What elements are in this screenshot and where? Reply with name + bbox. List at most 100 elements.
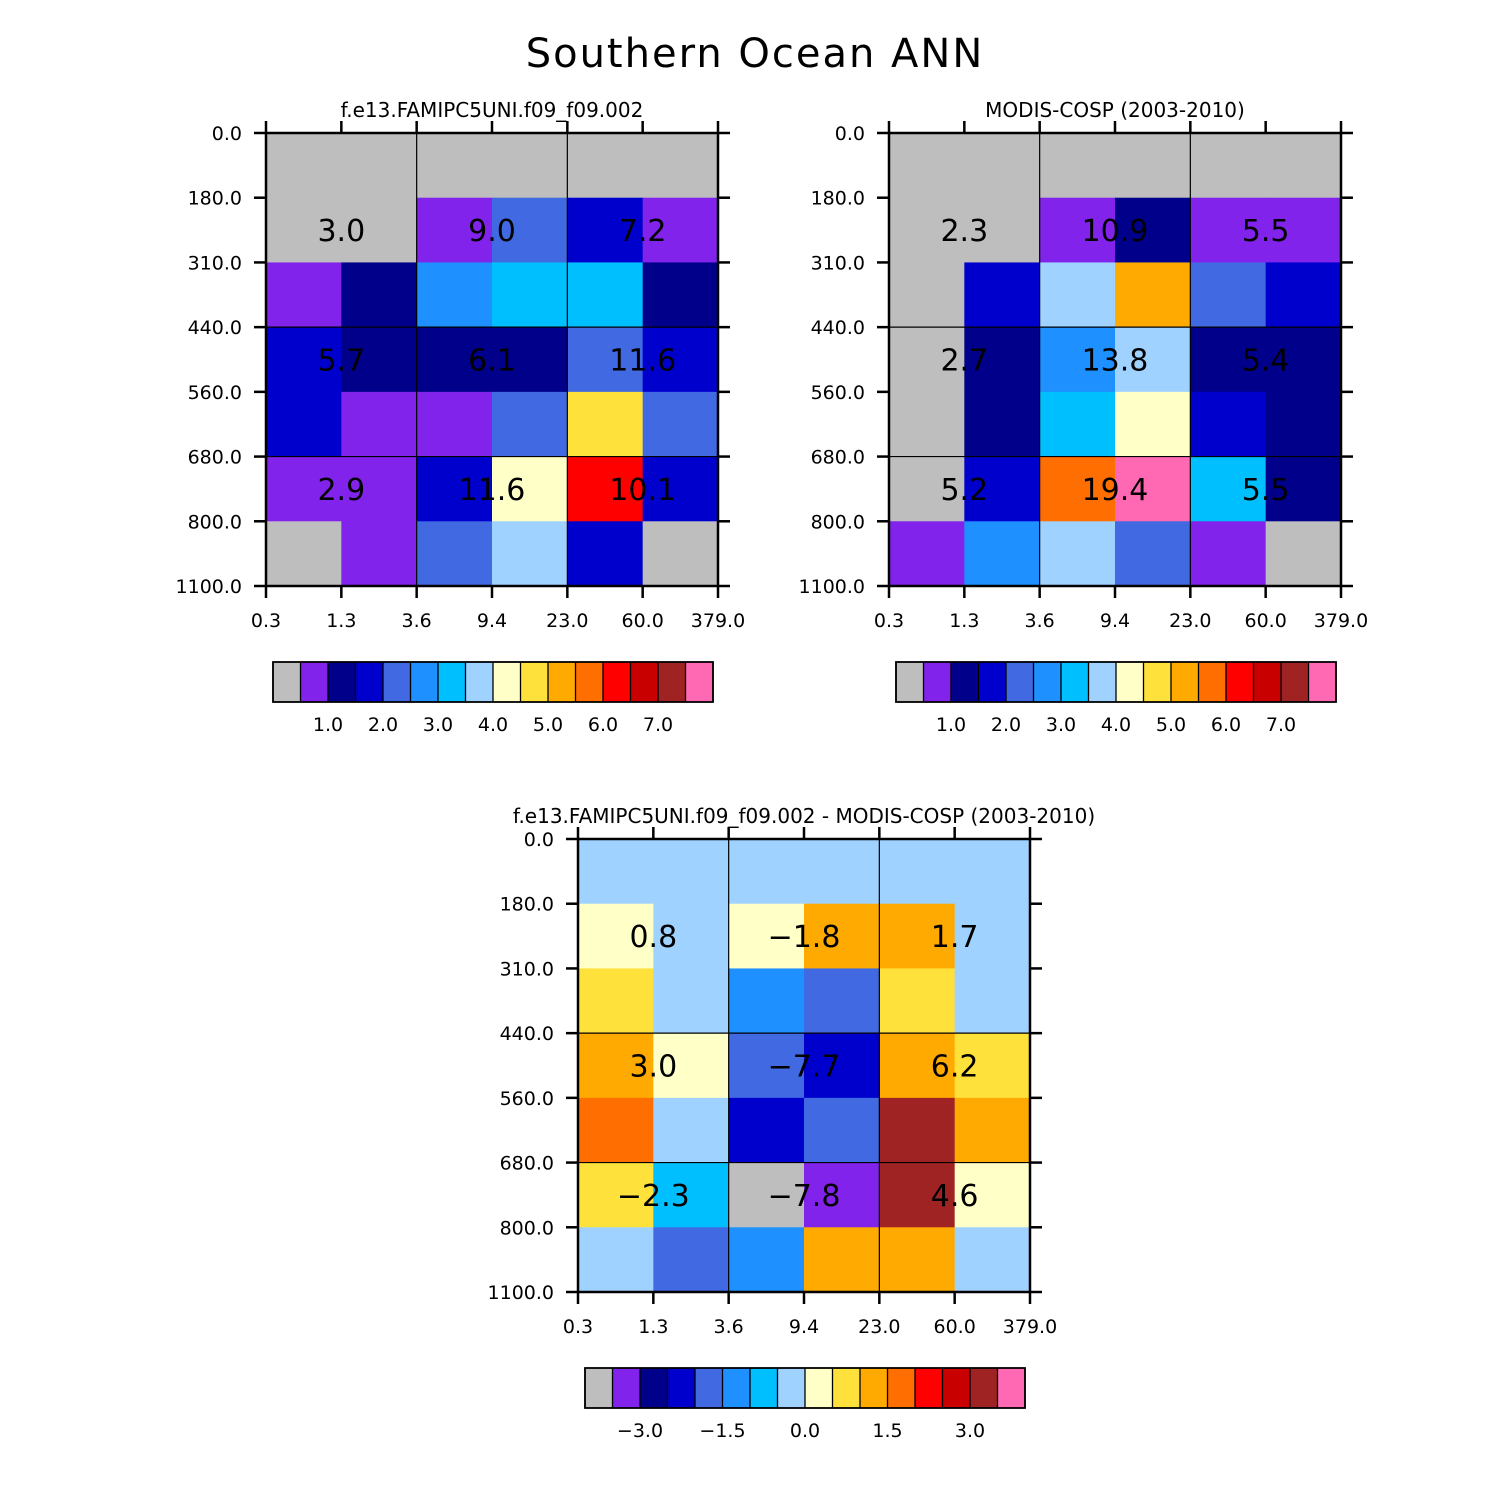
colorbar-swatch xyxy=(896,662,924,702)
colorbar-swatch xyxy=(603,662,631,702)
colorbar-swatch xyxy=(915,1368,943,1408)
y-tick-label: 560.0 xyxy=(811,382,865,404)
group-summary-value: 7.2 xyxy=(619,214,667,249)
heatmap-cell xyxy=(653,839,730,905)
heatmap-cell xyxy=(642,262,719,328)
x-tick-label: 60.0 xyxy=(934,1316,976,1338)
colorbar-swatch xyxy=(585,1368,613,1408)
heatmap-cell xyxy=(492,391,568,458)
heatmap-cell xyxy=(341,391,418,458)
heatmap-cell xyxy=(1265,327,1342,393)
y-tick-label: 310.0 xyxy=(811,252,865,274)
heatmap-cell xyxy=(578,903,654,970)
heatmap-cell xyxy=(804,1033,880,1099)
colorbar-swatch xyxy=(493,662,521,702)
heatmap-cell xyxy=(653,903,730,970)
heatmap-cell xyxy=(492,262,568,328)
y-tick-label: 1100.0 xyxy=(488,1282,554,1304)
heatmap-cell xyxy=(964,456,1041,522)
colorbar-swatch xyxy=(1198,662,1227,702)
y-tick-label: 180.0 xyxy=(811,188,865,210)
heatmap-cell xyxy=(266,391,342,458)
heatmap-cell xyxy=(964,391,1041,458)
heatmap-cell xyxy=(416,456,493,522)
x-tick-label: 3.6 xyxy=(1025,610,1055,632)
heatmap-cell xyxy=(879,1162,956,1228)
colorbar-swatch xyxy=(695,1368,723,1408)
colorbar-swatch xyxy=(438,662,466,702)
colorbar-swatch xyxy=(777,1368,806,1408)
heatmap-cell xyxy=(266,197,342,264)
group-summary-value: 10.9 xyxy=(1082,214,1149,249)
group-summary-value: 6.1 xyxy=(468,344,516,379)
y-tick-label: 180.0 xyxy=(188,188,242,210)
heatmap-cell xyxy=(567,262,644,328)
heatmap-cell xyxy=(567,391,644,458)
y-tick-label: 800.0 xyxy=(188,511,242,533)
colorbar-swatch xyxy=(640,1368,668,1408)
colorbar-swatch xyxy=(548,662,576,702)
heatmap-cell xyxy=(1039,521,1116,587)
heatmap-cell xyxy=(889,197,965,264)
colorbar-swatch xyxy=(1171,662,1199,702)
heatmap-cell xyxy=(954,968,1031,1034)
colorbar-swatch xyxy=(658,662,686,702)
colorbar-swatch xyxy=(997,1368,1026,1408)
y-tick-label: 0.0 xyxy=(212,123,242,145)
group-summary-value: 4.6 xyxy=(931,1179,979,1214)
heatmap-cell xyxy=(642,327,719,393)
heatmap-cell xyxy=(266,327,342,393)
heatmap-cell xyxy=(578,1162,654,1228)
x-tick-label: 9.4 xyxy=(477,610,507,632)
heatmap-cell xyxy=(416,391,493,458)
colorbar-label: 7.0 xyxy=(643,714,673,736)
heatmap-cell xyxy=(1039,456,1116,522)
colorbar-label: 1.0 xyxy=(313,714,343,736)
heatmap-cell xyxy=(1265,391,1342,458)
heatmap-cell xyxy=(578,1033,654,1099)
heatmap-cell xyxy=(804,839,880,905)
colorbar-swatch xyxy=(383,662,411,702)
colorbar-label: 2.0 xyxy=(991,714,1021,736)
heatmap-cell xyxy=(1039,262,1116,328)
colorbar-frame xyxy=(272,661,714,703)
heatmap-cell xyxy=(266,262,342,328)
heatmap-cell xyxy=(1190,133,1267,199)
heatmap-cell xyxy=(728,1227,805,1293)
heatmap-cell xyxy=(341,262,418,328)
group-summary-value: 19.4 xyxy=(1082,473,1149,508)
heatmap-cell xyxy=(954,903,1031,970)
colorbar-label: −1.5 xyxy=(699,1420,745,1442)
heatmap-cell xyxy=(954,1097,1031,1164)
colorbar-swatch xyxy=(410,662,439,702)
y-tick-label: 0.0 xyxy=(835,123,865,145)
heatmap-cell xyxy=(964,521,1041,587)
heatmap-cell xyxy=(1190,521,1267,587)
x-tick-label: 23.0 xyxy=(546,610,588,632)
colorbar-swatch xyxy=(1253,662,1282,702)
x-tick-label: 9.4 xyxy=(1100,610,1130,632)
heatmap-cell xyxy=(1190,456,1267,522)
group-summary-value: 5.4 xyxy=(1242,344,1290,379)
y-tick-label: 310.0 xyxy=(500,958,554,980)
group-summary-value: 11.6 xyxy=(459,473,526,508)
heatmap-cell xyxy=(1190,197,1267,264)
colorbar-swatch xyxy=(685,662,714,702)
panel-model: f.e13.FAMIPC5UNI.f09_f09.002 0.0 180.0 310.… xyxy=(176,98,746,736)
colorbar-label: −3.0 xyxy=(617,1420,663,1442)
heatmap-cell xyxy=(879,1227,956,1293)
heatmap-cell xyxy=(1190,327,1267,393)
colorbar-swatch xyxy=(942,1368,971,1408)
figure-title: Southern Ocean ANN xyxy=(526,31,985,77)
colorbar-label: 2.0 xyxy=(368,714,398,736)
group-summary-value: 5.5 xyxy=(1242,473,1290,508)
colorbar-swatch xyxy=(1226,662,1254,702)
y-tick-label: 680.0 xyxy=(811,447,865,469)
group-summary-value: 5.5 xyxy=(1242,214,1290,249)
heatmap-cell xyxy=(341,197,418,264)
heatmap-cell xyxy=(578,968,654,1034)
x-tick-label: 1.3 xyxy=(638,1316,668,1338)
heatmap-cell xyxy=(804,968,880,1034)
y-tick-label: 310.0 xyxy=(188,252,242,274)
